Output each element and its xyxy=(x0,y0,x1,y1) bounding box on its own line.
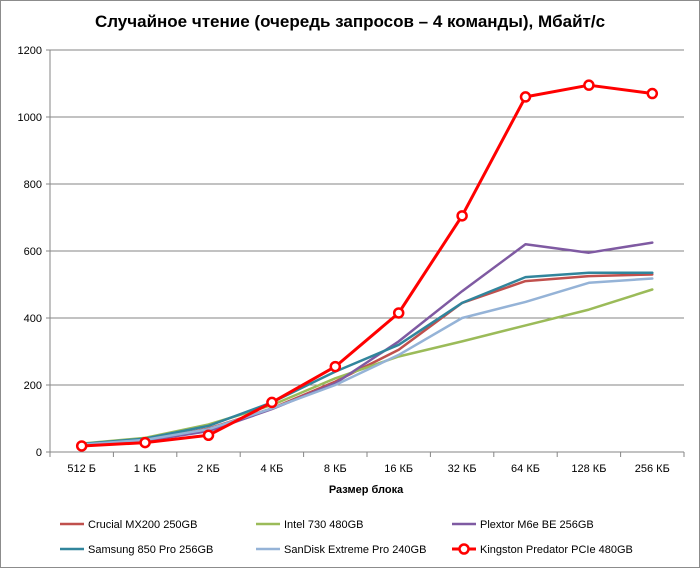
x-tick-label: 32 КБ xyxy=(448,463,477,475)
y-tick-label: 400 xyxy=(24,313,42,325)
legend-item: Kingston Predator PCIe 480GB xyxy=(452,543,633,556)
series-line xyxy=(80,277,654,446)
legend-item: Samsung 850 Pro 256GB xyxy=(60,544,213,556)
series-line xyxy=(80,288,654,445)
y-tick-label: 1200 xyxy=(18,45,42,57)
data-point xyxy=(519,91,532,103)
data-point xyxy=(329,360,342,373)
data-point xyxy=(646,87,659,100)
series-2 xyxy=(80,288,654,445)
chart-title: Случайное чтение (очередь запросов – 4 к… xyxy=(95,12,605,31)
legend-label: Samsung 850 Pro 256GB xyxy=(88,544,213,556)
data-point xyxy=(139,436,151,449)
legend-label: Intel 730 480GB xyxy=(284,519,364,531)
y-tick-label: 1000 xyxy=(18,112,42,124)
y-tick-label: 600 xyxy=(24,246,42,258)
x-tick-label: 16 КБ xyxy=(384,463,413,475)
x-axis-label: Размер блока xyxy=(329,484,404,496)
legend-label: Crucial MX200 250GB xyxy=(88,519,197,531)
y-tick-label: 800 xyxy=(24,179,42,191)
legend-label: Kingston Predator PCIe 480GB xyxy=(480,544,633,556)
x-axis-ticks: 512 Б 1 КБ 2 КБ 4 КБ 8 КБ 16 КБ 32 КБ 64 КБ 128 … xyxy=(67,463,669,475)
series-line xyxy=(80,271,654,446)
x-tick-label: 512 Б xyxy=(67,463,96,475)
x-tick-label: 64 КБ xyxy=(511,463,540,475)
series-4 xyxy=(80,271,654,446)
y-axis-ticks: 0 200 400 600 800 1000 1200 xyxy=(18,45,42,459)
x-tick-label: 2 КБ xyxy=(197,463,220,475)
x-tick-label: 8 КБ xyxy=(324,463,347,475)
legend-item: Intel 730 480GB xyxy=(256,519,364,531)
x-tick-label: 128 КБ xyxy=(571,463,606,475)
data-point xyxy=(392,307,405,319)
series-3 xyxy=(80,241,654,446)
x-tick-label: 256 КБ xyxy=(635,463,670,475)
gridlines xyxy=(50,49,684,386)
x-tick-label: 4 КБ xyxy=(260,463,283,475)
series-lines xyxy=(75,79,659,452)
series-6 xyxy=(75,79,659,452)
legend-item: Crucial MX200 250GB xyxy=(60,519,197,531)
series-5 xyxy=(80,277,654,446)
axes xyxy=(46,49,685,457)
series-line xyxy=(80,241,654,446)
legend-marker xyxy=(458,543,470,555)
legend-label: SanDisk Extreme Pro 240GB xyxy=(284,544,426,556)
legend: Crucial MX200 250GB Intel 730 480GB Plexto… xyxy=(60,519,633,556)
data-point xyxy=(456,210,468,222)
data-point xyxy=(202,429,215,441)
y-tick-label: 200 xyxy=(24,380,42,392)
data-point xyxy=(583,79,595,91)
legend-label: Plextor M6e BE 256GB xyxy=(480,519,594,531)
legend-item: Plextor M6e BE 256GB xyxy=(452,519,594,531)
y-tick-label: 0 xyxy=(36,447,42,459)
data-point xyxy=(266,396,278,409)
data-point xyxy=(75,440,88,452)
legend-item: SanDisk Extreme Pro 240GB xyxy=(256,544,426,556)
x-tick-label: 1 КБ xyxy=(134,463,157,475)
series-line xyxy=(80,83,654,448)
